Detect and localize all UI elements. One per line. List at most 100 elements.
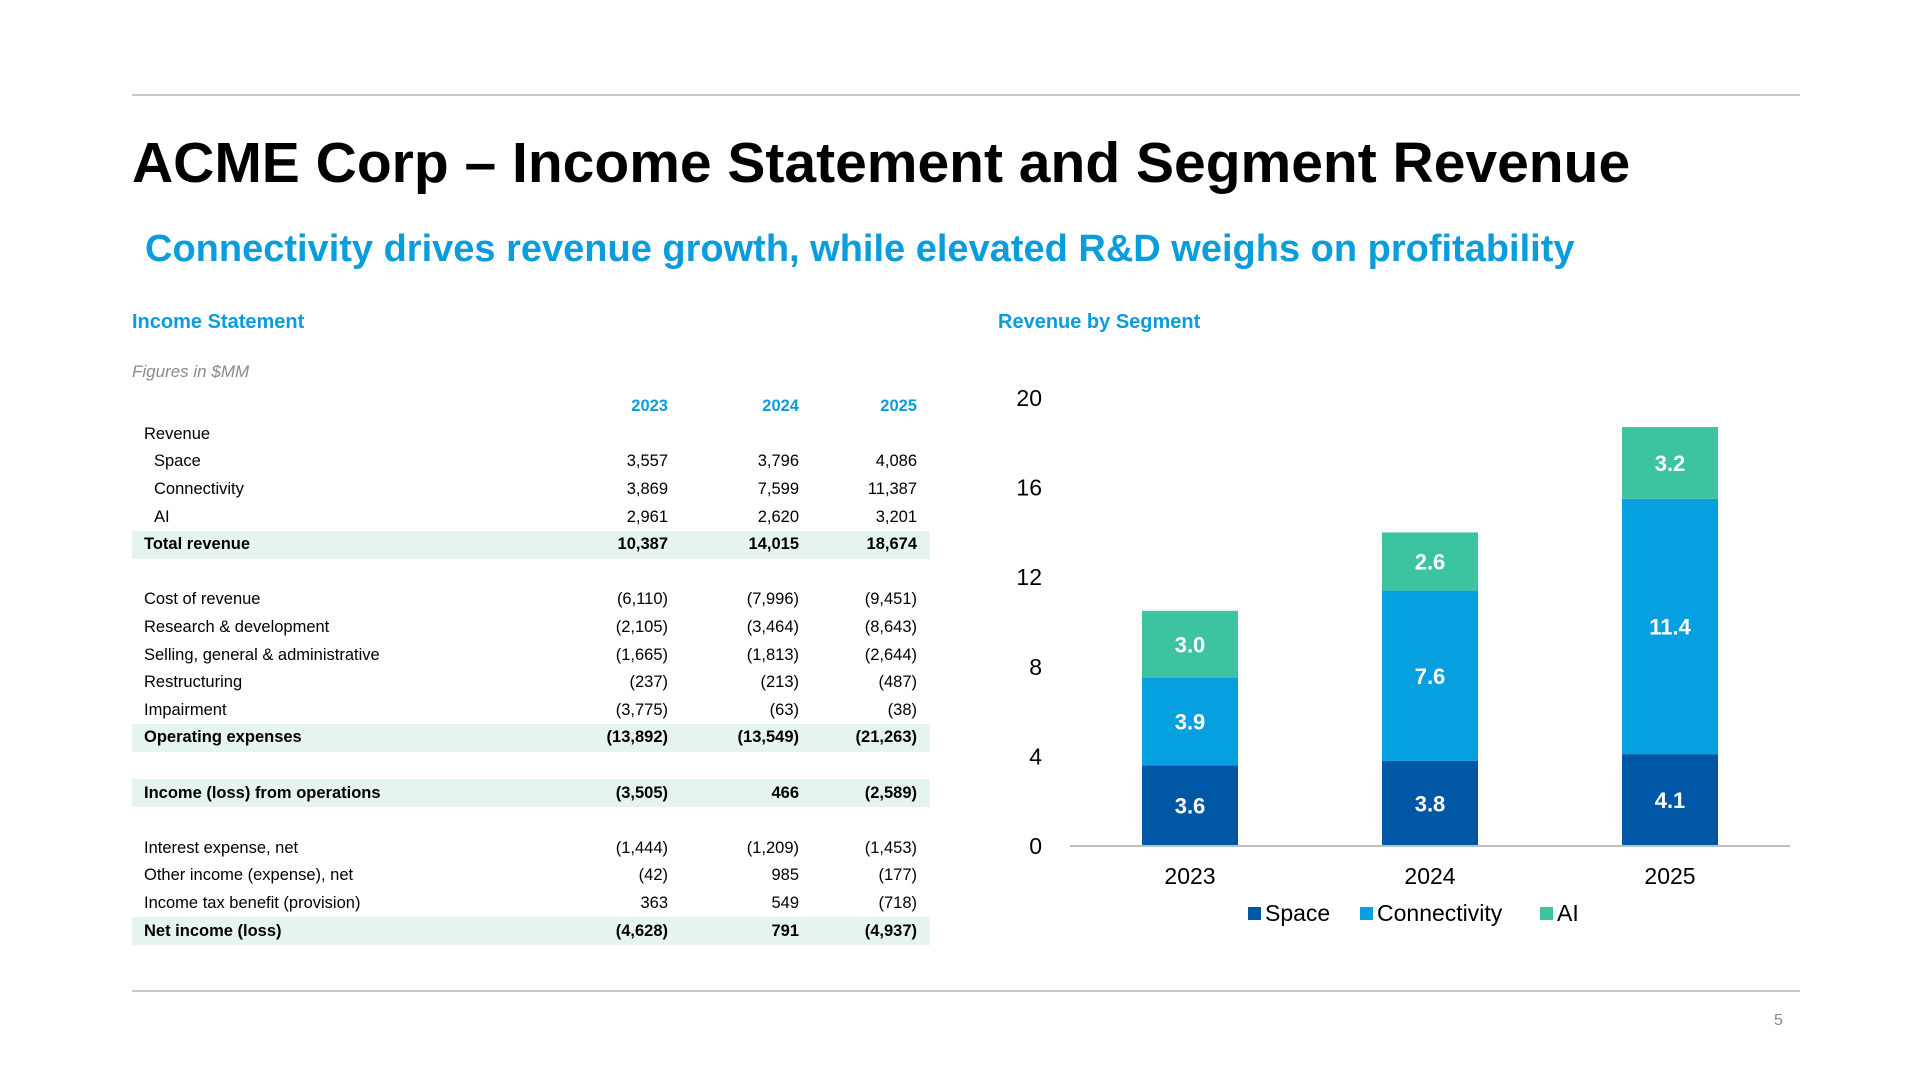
table-row: Space 3,557 3,796 4,086 (132, 448, 930, 476)
value-cell: (3,505) (615, 783, 668, 802)
row-label: Space (154, 452, 201, 471)
value-cell: (63) (769, 700, 799, 719)
figures-note: Figures in $MM (132, 362, 250, 381)
table-row: Operating expenses (13,892) (13,549) (21,26… (132, 724, 930, 752)
table-spacer-row (132, 559, 930, 587)
table-row: Cost of revenue (6,110) (7,996) (9,451) (132, 586, 930, 614)
row-label: Total revenue (144, 535, 251, 554)
value-cell: (1,813) (746, 645, 799, 664)
table-row: Impairment (3,775) (63) (38) (132, 697, 930, 725)
data-label: 4.1 (1655, 788, 1686, 813)
legend-swatch (1540, 907, 1553, 920)
value-cell: 3,869 (626, 480, 668, 499)
table-row: Restructuring (237) (213) (487) (132, 669, 930, 697)
row-label: Income tax benefit (provision) (144, 893, 361, 912)
value-cell: 14,015 (748, 535, 799, 554)
revenue-by-segment-chart: 0 4 8 12 16 20 3.6 3.9 3.0 2023 3.8 7.6 2.6 2024 4.1 11… (1016, 385, 1790, 926)
value-cell: (8,643) (864, 618, 917, 637)
row-label: Cost of revenue (144, 590, 261, 609)
legend-label: Space (1265, 900, 1330, 926)
y-tick-label: 12 (1016, 564, 1042, 590)
table-row: Other income (expense), net (42) 985 (177) (132, 862, 930, 890)
table-body: Revenue Space 3,557 3,796 4,086 Connectivity 3… (132, 421, 930, 945)
bottom-divider (132, 990, 1800, 992)
value-cell: 2,961 (626, 507, 668, 526)
bar-segment (1382, 532, 1478, 591)
x-tick-label: 2023 (1164, 863, 1215, 889)
value-cell: (177) (878, 866, 917, 885)
data-label: 3.0 (1175, 632, 1206, 657)
value-cell: 10,387 (617, 535, 668, 554)
value-cell: 3,796 (757, 452, 799, 471)
value-cell: (1,453) (864, 838, 917, 857)
table-row: Interest expense, net (1,444) (1,209) (1,45… (132, 835, 930, 863)
bar-segment (1622, 427, 1718, 499)
value-cell: (1,209) (746, 838, 799, 857)
value-cell: (2,105) (615, 618, 668, 637)
row-label: Income (loss) from operations (144, 783, 381, 802)
data-label: 3.8 (1415, 791, 1446, 816)
y-tick-label: 4 (1029, 743, 1042, 769)
table-row: Selling, general & administrative (1,665)… (132, 641, 930, 669)
value-cell: (4,937) (864, 921, 917, 940)
legend-label: Connectivity (1377, 900, 1503, 926)
top-divider (132, 94, 1800, 96)
legend-swatch (1360, 907, 1373, 920)
value-cell: (2,644) (864, 645, 917, 664)
table-row: AI 2,961 2,620 3,201 (132, 503, 930, 531)
year-header: 2023 (631, 397, 668, 416)
value-cell: 466 (771, 783, 799, 802)
legend-swatch (1248, 907, 1261, 920)
bar-segment (1382, 760, 1478, 846)
chart-title: Revenue by Segment (998, 311, 1201, 333)
data-label: 3.9 (1175, 710, 1206, 735)
row-label: Net income (loss) (144, 921, 282, 940)
data-label: 3.6 (1175, 794, 1206, 819)
table-row: Research & development (2,105) (3,464) (8,6… (132, 614, 930, 642)
y-tick-label: 16 (1016, 475, 1042, 501)
value-cell: (9,451) (864, 590, 917, 609)
value-cell: 18,674 (866, 535, 917, 554)
row-label: Operating expenses (144, 728, 302, 747)
table-row: Revenue (132, 421, 930, 449)
row-label: Revenue (144, 424, 211, 443)
value-cell: 2,620 (757, 507, 799, 526)
bar-segment (1142, 765, 1238, 846)
value-cell: (3,775) (615, 700, 668, 719)
value-cell: 3,201 (875, 507, 917, 526)
row-label: Research & development (144, 618, 330, 637)
table-row: Net income (loss) (4,628) 791 (4,937) (132, 917, 930, 945)
row-label: Impairment (144, 700, 227, 719)
value-cell: (718) (878, 893, 917, 912)
value-cell: 791 (771, 921, 799, 940)
value-cell: (7,996) (746, 590, 799, 609)
table-header-row: 2023 2024 2025 (132, 393, 930, 421)
table-row: Income (loss) from operations (3,505) 466 (… (132, 779, 930, 807)
income-statement-table: 2023 2024 2025 Revenue Space 3,557 3,796 4,0… (132, 393, 930, 945)
value-cell: 985 (771, 866, 799, 885)
row-label: Selling, general & administrative (144, 645, 380, 664)
data-label: 11.4 (1649, 614, 1691, 639)
value-cell: (2,589) (864, 783, 917, 802)
value-cell: (13,549) (737, 728, 799, 747)
year-header: 2024 (762, 397, 799, 416)
row-label: AI (154, 507, 170, 526)
row-label: Connectivity (154, 480, 244, 499)
table-row: Income tax benefit (provision) 363 549 (718… (132, 890, 930, 918)
table-spacer-row (132, 807, 930, 835)
income-statement-title: Income Statement (132, 311, 305, 333)
value-cell: (237) (629, 673, 668, 692)
value-cell: (13,892) (606, 728, 668, 747)
value-cell: (21,263) (855, 728, 917, 747)
data-label: 7.6 (1415, 664, 1446, 689)
value-cell: (1,444) (615, 838, 668, 857)
table-row: Total revenue 10,387 14,015 18,674 (132, 530, 930, 559)
value-cell: (1,665) (615, 645, 668, 664)
bar-segment (1622, 754, 1718, 846)
row-label: Other income (expense), net (144, 866, 354, 885)
page-number: 5 (1774, 1012, 1783, 1029)
data-label: 2.6 (1415, 550, 1446, 575)
page-title: ACME Corp – Income Statement and Segment… (132, 131, 1631, 195)
value-cell: (42) (638, 866, 668, 885)
data-label: 3.2 (1655, 451, 1686, 476)
